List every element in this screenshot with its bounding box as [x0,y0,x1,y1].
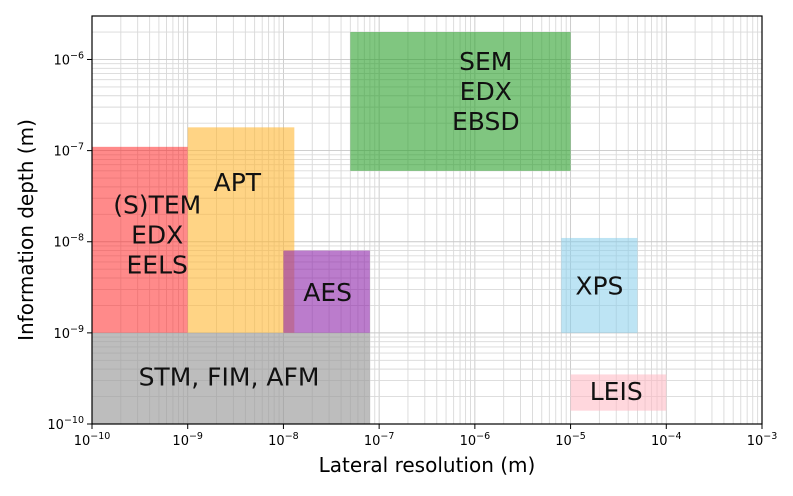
region-label-line: XPS [575,272,623,301]
region-label-line: EDX [460,77,512,106]
x-tick-base: 10 [460,434,477,449]
y-tick-exponent: −7 [70,142,84,153]
y-tick-base: 10 [53,53,70,68]
y-tick-exponent: −10 [64,415,84,426]
region-label-line: LEIS [590,377,643,406]
region-leis [570,374,667,411]
axis-ticks: 10−10 10−9 10−8 10−7 10−6 10−5 10−4 10−310−1010… [47,50,777,449]
region-label-apt: APT [214,168,262,197]
region-aes [283,250,370,333]
region-label-stem: (S)TEM EDX EELS [113,191,201,280]
x-tick-label: 10−9 [172,431,203,449]
x-tick-base: 10 [651,434,668,449]
x-tick-label: 10−6 [460,431,491,449]
region-label-aes: AES [303,278,352,307]
x-tick-base: 10 [364,434,381,449]
region-stm [92,332,370,424]
region-label-line: EDX [131,221,183,250]
x-tick-exponent: −6 [476,431,490,442]
region-label-xps: XPS [575,272,623,301]
y-tick-label: 10−10 [47,415,84,433]
y-tick-base: 10 [53,327,70,342]
x-tick-exponent: −8 [285,431,299,442]
x-tick-exponent: −3 [763,431,777,442]
x-tick-label: 10−5 [555,431,586,449]
region-label-line: (S)TEM [113,191,201,220]
x-tick-label: 10−4 [651,431,682,449]
y-tick-label: 10−9 [53,324,84,342]
y-tick-base: 10 [53,145,70,160]
x-tick-label: 10−3 [747,431,778,449]
x-tick-exponent: −9 [189,431,203,442]
y-tick-exponent: −6 [70,50,84,61]
x-tick-exponent: −5 [572,431,586,442]
region-sem [350,32,571,171]
region-stem [92,146,188,333]
y-tick-exponent: −8 [70,233,84,244]
region-xps [561,237,638,333]
y-tick-base: 10 [53,236,70,251]
region-label-line: EELS [127,251,188,280]
axes-frame [91,15,763,425]
x-axis-label: Lateral resolution (m) [319,453,536,477]
x-tick-base: 10 [172,434,189,449]
x-tick-label: 10−7 [364,431,395,449]
region-label-line: APT [214,168,262,197]
region-label-leis: LEIS [590,377,643,406]
x-tick-base: 10 [74,434,91,449]
region-label-sem: SEM EDX EBSD [452,47,520,136]
region-apt [187,127,295,333]
region-label-stm: STM, FIM, AFM [139,363,320,392]
x-tick-base: 10 [268,434,285,449]
region-label-line: AES [303,278,352,307]
x-tick-exponent: −4 [668,431,682,442]
region-label-line: SEM [459,47,512,76]
x-tick-exponent: −10 [90,431,110,442]
y-tick-label: 10−7 [53,142,84,160]
x-tick-label: 10−10 [74,431,111,449]
plot-frame [91,15,763,425]
y-tick-label: 10−8 [53,233,84,251]
y-axis-label: Information depth (m) [14,119,38,341]
region-label-line: EBSD [452,107,520,136]
x-tick-base: 10 [747,434,764,449]
y-tick-base: 10 [47,418,64,433]
region-boxes [92,32,667,424]
x-tick-label: 10−8 [268,431,299,449]
x-tick-exponent: −7 [380,431,394,442]
y-tick-exponent: −9 [70,324,84,335]
y-tick-label: 10−6 [53,50,84,68]
region-label-line: STM, FIM, AFM [139,363,320,392]
x-tick-base: 10 [555,434,572,449]
